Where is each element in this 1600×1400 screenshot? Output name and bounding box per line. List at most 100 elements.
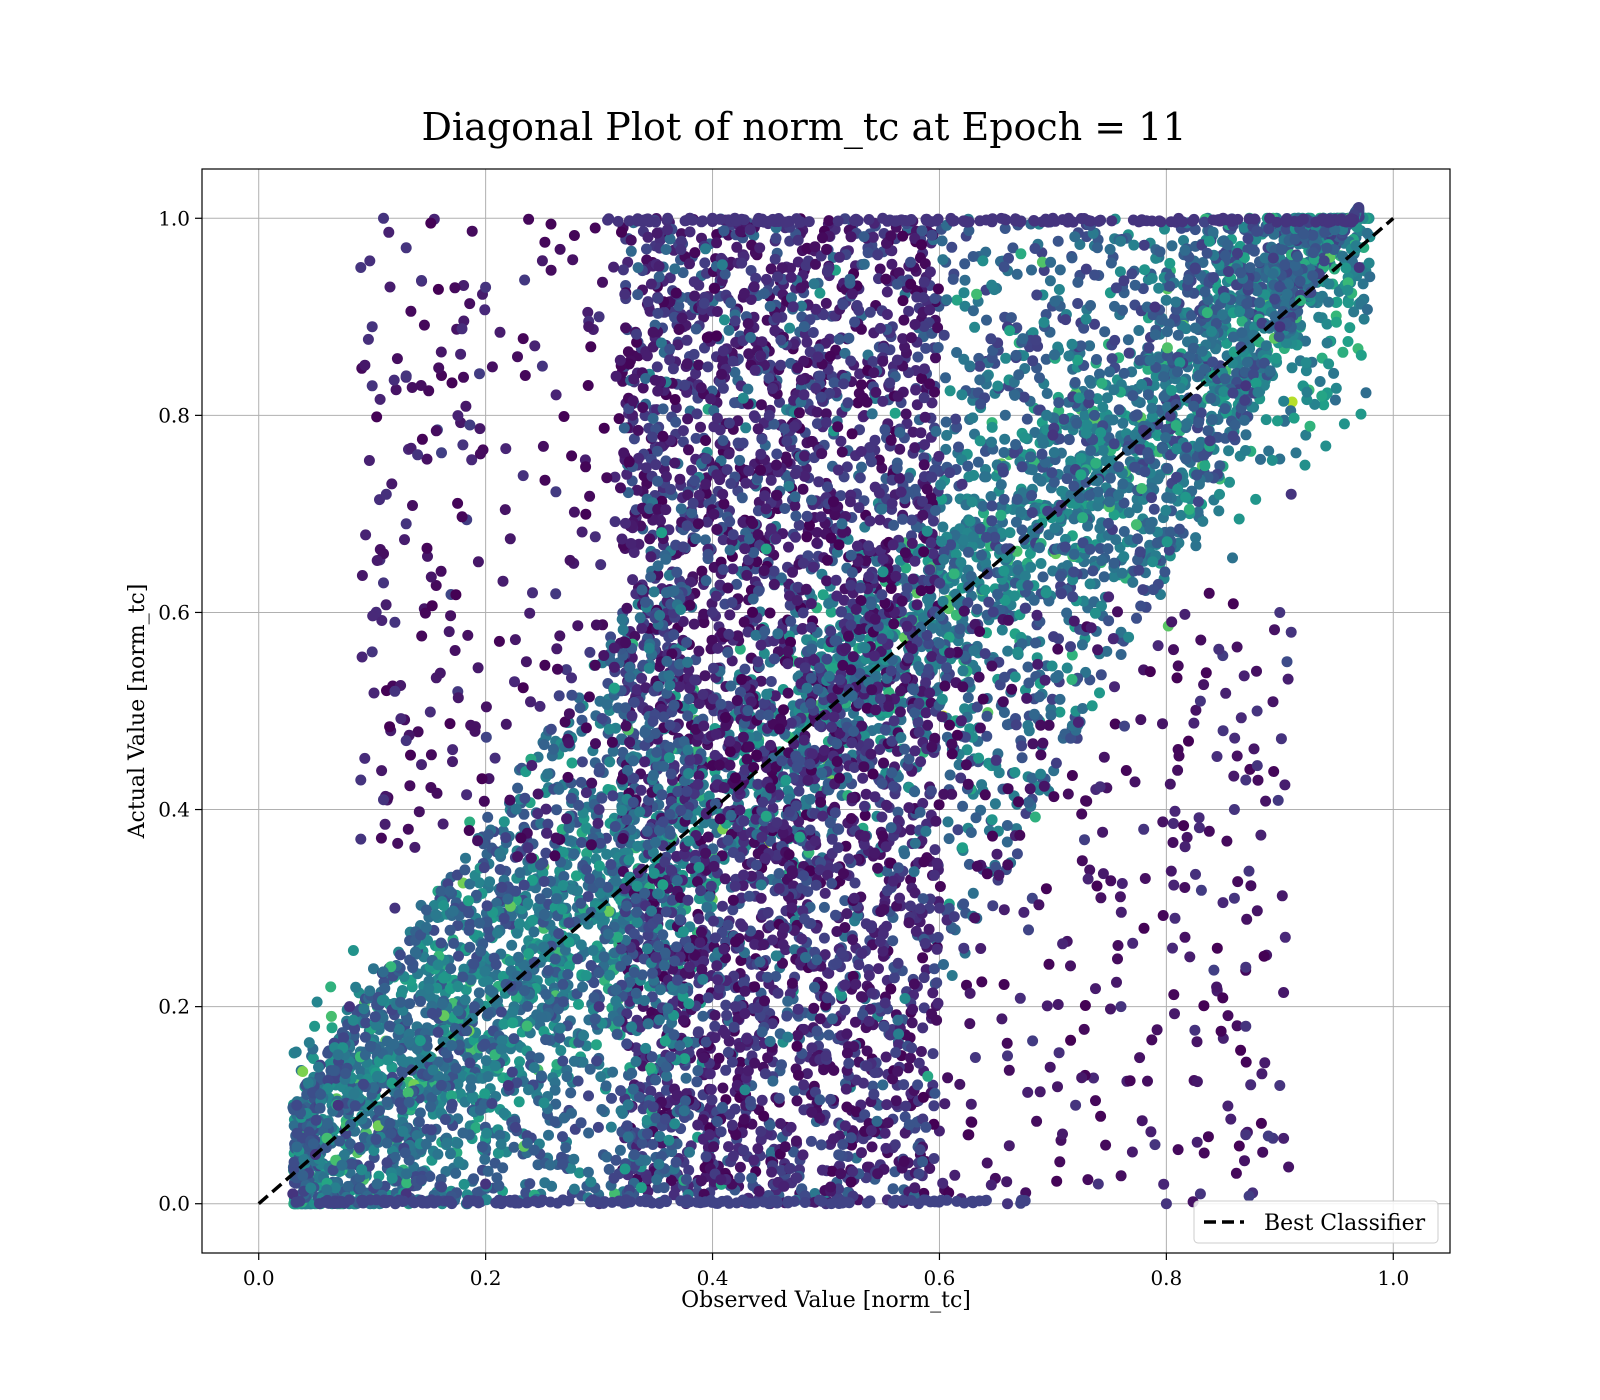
scatter-point bbox=[885, 434, 897, 446]
scatter-point bbox=[511, 927, 523, 939]
scatter-point bbox=[790, 1135, 802, 1147]
scatter-point bbox=[828, 377, 840, 389]
scatter-point bbox=[617, 264, 629, 276]
scatter-point bbox=[684, 226, 696, 238]
scatter-point bbox=[739, 663, 751, 675]
scatter-point bbox=[909, 555, 921, 567]
scatter-point bbox=[326, 1022, 338, 1034]
scatter-point bbox=[751, 859, 762, 871]
scatter-point bbox=[290, 1046, 302, 1058]
scatter-point bbox=[995, 509, 1007, 521]
scatter-point bbox=[801, 682, 813, 694]
scatter-point bbox=[601, 848, 613, 860]
scatter-point bbox=[979, 584, 991, 596]
scatter-point bbox=[897, 230, 909, 242]
scatter-point bbox=[768, 578, 780, 590]
scatter-point bbox=[748, 410, 760, 422]
scatter-point bbox=[1079, 409, 1091, 421]
scatter-point bbox=[699, 670, 711, 682]
scatter-point bbox=[701, 901, 713, 913]
scatter-point bbox=[937, 521, 949, 533]
scatter-point bbox=[639, 756, 651, 768]
scatter-point bbox=[894, 706, 906, 718]
scatter-point bbox=[918, 972, 930, 984]
scatter-point bbox=[720, 999, 732, 1011]
scatter-point bbox=[1266, 454, 1278, 466]
scatter-point bbox=[683, 1164, 695, 1176]
scatter-point bbox=[1035, 558, 1047, 569]
scatter-point bbox=[297, 1066, 309, 1077]
scatter-point bbox=[888, 972, 900, 984]
scatter-point bbox=[865, 599, 877, 611]
scatter-point bbox=[894, 443, 906, 455]
scatter-point bbox=[1213, 505, 1225, 517]
scatter-point bbox=[881, 309, 893, 320]
scatter-point bbox=[828, 1133, 839, 1145]
scatter-point bbox=[709, 749, 721, 761]
scatter-point bbox=[734, 643, 746, 655]
scatter-point bbox=[922, 719, 934, 731]
scatter-point bbox=[842, 397, 854, 409]
scatter-point bbox=[1342, 297, 1354, 309]
scatter-point bbox=[862, 247, 874, 259]
scatter-point bbox=[1313, 311, 1325, 323]
scatter-point bbox=[927, 548, 939, 560]
scatter-point bbox=[811, 406, 823, 418]
scatter-point bbox=[1233, 513, 1245, 525]
scatter-point bbox=[632, 424, 644, 436]
scatter-point bbox=[808, 1002, 820, 1014]
scatter-point bbox=[725, 297, 737, 309]
scatter-point bbox=[922, 593, 933, 605]
scatter-point bbox=[961, 744, 973, 756]
scatter-point bbox=[807, 561, 819, 573]
scatter-point bbox=[820, 297, 832, 309]
scatter-point bbox=[1299, 459, 1311, 471]
scatter-point bbox=[1304, 420, 1316, 432]
scatter-point bbox=[894, 892, 906, 904]
scatter-point bbox=[986, 421, 998, 433]
scatter-point bbox=[883, 701, 895, 712]
scatter-point bbox=[876, 811, 888, 823]
scatter-point bbox=[460, 852, 471, 864]
scatter-point bbox=[851, 540, 863, 552]
scatter-point bbox=[307, 1053, 319, 1064]
scatter-point bbox=[923, 923, 935, 935]
scatter-point bbox=[909, 837, 921, 849]
scatter-point bbox=[841, 908, 853, 920]
scatter-point bbox=[887, 1183, 899, 1195]
scatter-point bbox=[660, 906, 672, 918]
scatter-point bbox=[847, 651, 859, 663]
scatter-point bbox=[933, 799, 945, 811]
scatter-point bbox=[1190, 540, 1202, 552]
scatter-point bbox=[1328, 367, 1340, 379]
scatter-point bbox=[807, 327, 819, 338]
scatter-point bbox=[895, 732, 907, 743]
scatter-point bbox=[1355, 349, 1367, 361]
scatter-point bbox=[772, 987, 784, 999]
scatter-point bbox=[768, 653, 780, 665]
scatter-point bbox=[839, 922, 851, 933]
scatter-point bbox=[1009, 590, 1021, 602]
scatter-point bbox=[1300, 357, 1312, 369]
scatter-point bbox=[905, 332, 917, 344]
scatter-point bbox=[995, 479, 1007, 491]
scatter-point bbox=[831, 738, 843, 750]
scatter-point bbox=[1342, 336, 1354, 347]
scatter-point bbox=[665, 864, 677, 876]
scatter-point bbox=[581, 847, 593, 859]
scatter-point bbox=[1117, 417, 1129, 429]
scatter-point bbox=[424, 991, 436, 1003]
scatter-point bbox=[717, 1082, 729, 1094]
scatter-point bbox=[819, 887, 831, 899]
scatter-point bbox=[645, 551, 657, 563]
scatter-point bbox=[699, 257, 711, 269]
scatter-point bbox=[919, 411, 931, 423]
scatter-point bbox=[693, 359, 705, 371]
scatter-point bbox=[1323, 278, 1335, 290]
scatter-point bbox=[909, 442, 921, 454]
scatter-point bbox=[912, 1079, 924, 1091]
scatter-point bbox=[1190, 532, 1202, 544]
scatter-point bbox=[1290, 447, 1302, 459]
scatter-point bbox=[996, 624, 1008, 636]
